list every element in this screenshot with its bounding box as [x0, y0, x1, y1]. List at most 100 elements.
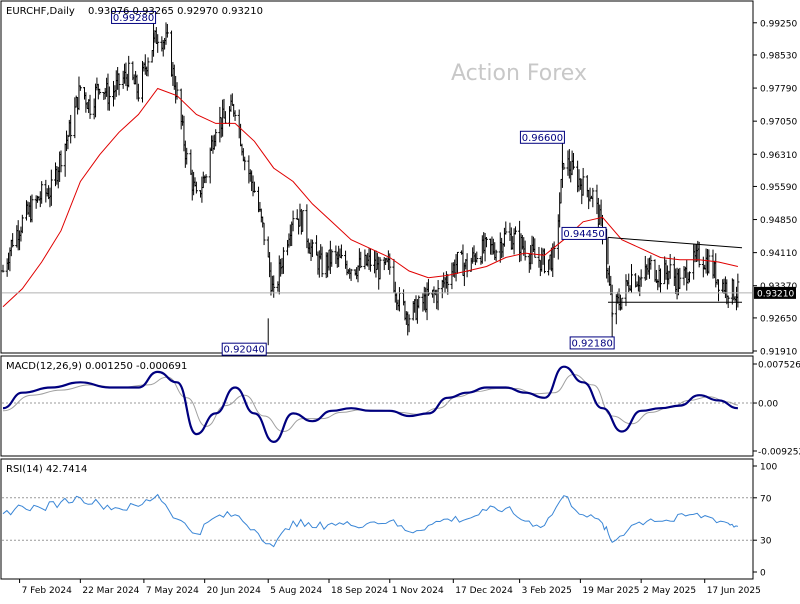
price-bar — [165, 23, 169, 38]
price-bar — [339, 244, 343, 259]
x-tick-label: 1 Nov 2024 — [392, 586, 444, 596]
price-bar — [446, 273, 450, 295]
current-price-box — [754, 286, 796, 299]
price-annotation: 0.94450 — [561, 226, 607, 240]
rsi-panel-frame — [0, 458, 754, 580]
price-bar — [252, 181, 256, 193]
price-bar — [475, 251, 479, 263]
price-bar — [1, 264, 5, 273]
price-bar — [59, 150, 63, 173]
price-annotation-box — [569, 336, 615, 350]
rsi-layer — [2, 493, 752, 548]
price-annotation-label: 0.94450 — [563, 229, 604, 240]
macd-panel-frame — [0, 355, 754, 457]
price-bar — [272, 275, 276, 298]
price-bar — [30, 194, 34, 223]
price-bar — [156, 34, 160, 53]
price-bar — [639, 269, 643, 287]
price-bar — [649, 255, 653, 270]
price-bar — [243, 156, 247, 171]
price-bar — [281, 247, 285, 274]
price-annotation-label: 0.92180 — [571, 338, 612, 349]
price-bar — [513, 226, 517, 235]
price-bar — [20, 214, 24, 234]
x-tick-label: 19 Mar 2025 — [582, 586, 639, 596]
price-bar — [678, 267, 682, 290]
rsi-y-tick-label: 30 — [760, 537, 772, 547]
rsi-y-tick-label: 100 — [760, 463, 777, 473]
price-bar — [624, 274, 628, 307]
rsi-y-tick-label: 70 — [760, 494, 772, 504]
price-annotation-label: 0.99280 — [113, 13, 154, 24]
x-tick-label: 22 Mar 2024 — [82, 586, 139, 596]
price-annotation: 0.92180 — [569, 336, 615, 350]
x-tick-label: 17 Jun 2025 — [707, 586, 761, 596]
price-bar — [659, 268, 663, 293]
watermark: Action Forex — [451, 61, 587, 86]
price-bar — [88, 94, 92, 119]
price-bar — [455, 251, 459, 274]
price-bar — [204, 174, 208, 184]
price-bar — [330, 249, 334, 267]
price-y-tick-label: 0.97050 — [760, 118, 797, 128]
price-bar — [194, 181, 198, 194]
price-bar — [591, 187, 595, 208]
price-panel-frame — [0, 0, 754, 354]
price-bar — [107, 86, 111, 111]
price-bar — [436, 280, 440, 311]
price-bar — [69, 114, 73, 144]
macd-title: MACD(12,26,9) 0.001250 -0.000691 — [6, 361, 187, 372]
price-y-tick-label: 0.92650 — [760, 314, 797, 324]
price-annotation-label: 0.92040 — [224, 345, 265, 356]
price-annotation: 0.92040 — [221, 342, 267, 356]
price-y-tick-label: 0.96310 — [760, 151, 797, 161]
price-bar — [49, 169, 53, 206]
price-annotation-box — [221, 342, 267, 356]
x-tick-label: 7 Feb 2024 — [22, 586, 73, 596]
rsi-line — [2, 493, 739, 548]
price-bar — [233, 110, 237, 121]
price-annotation-box — [111, 10, 157, 24]
price-bar — [620, 297, 624, 310]
x-tick-label: 7 May 2024 — [146, 586, 199, 596]
price-bar — [295, 209, 299, 221]
price-y-tick-label: 0.95590 — [760, 183, 797, 193]
macd-layer — [2, 365, 752, 444]
price-bar — [146, 57, 150, 77]
price-bar — [668, 253, 672, 279]
rsi-y-tick-label: 0 — [760, 569, 766, 579]
x-tick-label: 20 Jun 2024 — [207, 586, 261, 596]
price-bar — [368, 248, 372, 272]
price-bar — [542, 248, 546, 274]
price-bar — [127, 55, 131, 88]
ohlc-values: 0.93076 0.93265 0.92970 0.93210 — [88, 6, 263, 17]
price-y-tick-label: 0.97790 — [760, 85, 797, 95]
price-bar — [484, 237, 488, 248]
price-bar — [359, 251, 363, 269]
price-bar — [717, 279, 721, 302]
price-bar — [494, 249, 498, 262]
price-bar — [349, 268, 353, 281]
price-y-tick-label: 0.99250 — [760, 19, 797, 29]
price-bar — [417, 295, 421, 309]
price-bar — [301, 210, 305, 232]
macd-y-tick-label: 0.007526 — [758, 361, 800, 371]
price-bar — [310, 239, 314, 258]
macd-main-line — [2, 365, 738, 444]
price-bar — [697, 241, 701, 268]
x-tick-label: 2 May 2025 — [643, 586, 696, 596]
price-bar — [185, 147, 189, 165]
price-bar — [291, 210, 295, 232]
price-y-tick-label: 0.94850 — [760, 216, 797, 226]
price-bar — [78, 85, 82, 91]
price-annotation-label: 0.96600 — [522, 133, 563, 144]
price-bar — [11, 233, 15, 248]
x-tick-label: 3 Feb 2025 — [522, 586, 572, 596]
price-bar — [523, 240, 527, 261]
price-bar — [40, 181, 44, 204]
axis-layer: 0.99250 0.98530 0.97790 0.97050 0.96310 0.955… — [19, 19, 800, 596]
moving-average-line — [2, 87, 739, 308]
macd-y-tick-label: 0.00 — [758, 400, 778, 410]
price-bar — [688, 271, 692, 283]
